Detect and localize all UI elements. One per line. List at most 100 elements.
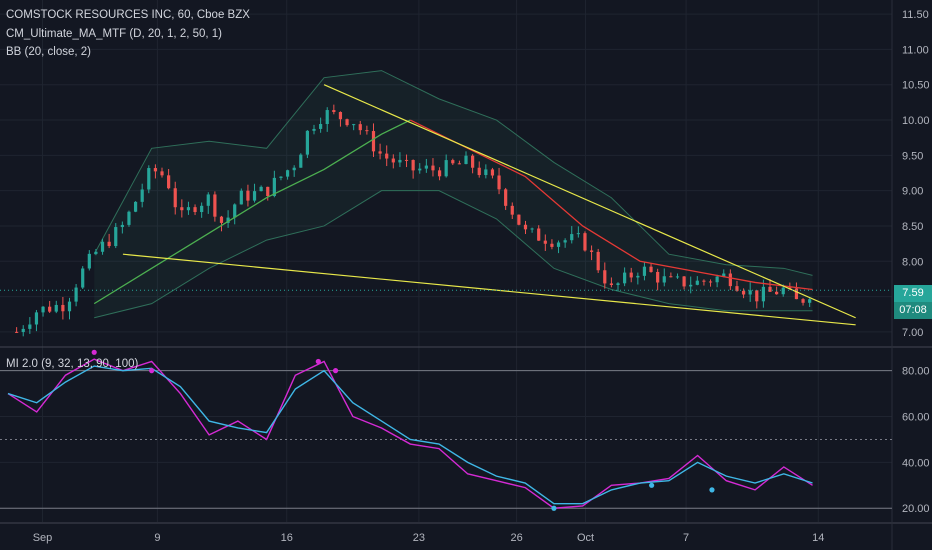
candle-body: [609, 283, 613, 286]
candle-body: [775, 291, 779, 295]
candle-body: [437, 170, 442, 177]
mi-signal-marker: [149, 368, 155, 374]
candle-body: [808, 299, 812, 303]
candle-body: [570, 234, 574, 241]
candle-body: [689, 284, 693, 287]
ma-red-line: [409, 119, 813, 291]
candle-body: [398, 159, 402, 163]
candle-body: [741, 290, 746, 295]
time-axis-tick: 23: [413, 532, 425, 544]
candle-body: [755, 290, 759, 302]
candle-body: [675, 276, 680, 278]
candle-body: [589, 250, 594, 252]
candle-body: [517, 214, 521, 225]
mi-axis-tick: 20.00: [902, 503, 930, 515]
candle-body: [728, 273, 732, 287]
time-axis-tick: Oct: [577, 532, 594, 544]
legend-mi: MI 2.0 (9, 32, 13, 90, 100): [6, 358, 139, 370]
candle-body: [173, 188, 177, 208]
candle-body: [345, 119, 349, 126]
candle-body: [186, 207, 191, 211]
candle-body: [193, 207, 197, 213]
candle-body: [28, 324, 32, 329]
candle-body: [365, 130, 369, 132]
candle-body: [338, 112, 343, 120]
candle-body: [550, 243, 554, 247]
candle-body: [642, 266, 647, 276]
trendline-lower: [122, 253, 856, 326]
last-price-label: 7.59: [894, 285, 932, 302]
candle-body: [100, 241, 105, 252]
candle-body: [279, 176, 283, 178]
candle-body: [682, 276, 686, 287]
candle-body: [252, 191, 257, 201]
price-axis-tick: 9.50: [902, 150, 923, 162]
candle-body: [74, 287, 78, 302]
mi-axis-tick: 60.00: [902, 412, 930, 424]
ma-green-line: [93, 119, 411, 305]
candle-body: [662, 276, 666, 283]
candle-body: [563, 240, 567, 243]
candle-body: [266, 186, 270, 197]
candle-body: [431, 165, 435, 171]
candle-body: [378, 151, 382, 154]
price-axis-tick: 9.00: [902, 186, 923, 198]
candle-body: [404, 159, 409, 161]
price-axis-tick: 7.00: [902, 327, 923, 339]
trendline-upper: [323, 84, 856, 319]
candle-body: [748, 290, 752, 295]
candle-body: [246, 190, 250, 201]
price-axis-tick: 11.00: [902, 44, 929, 56]
candle-body: [371, 131, 376, 152]
candle-body: [54, 304, 58, 312]
price-axis-tick: 10.50: [902, 80, 930, 92]
candle-body: [233, 204, 237, 218]
candle-body: [616, 283, 620, 286]
candle-body: [424, 165, 428, 169]
candle-body: [603, 270, 607, 284]
candle-body: [669, 276, 673, 278]
candle-body: [391, 158, 395, 163]
price-axis-tick: 10.00: [902, 115, 930, 127]
candle-body: [358, 124, 362, 131]
candle-body: [471, 155, 475, 168]
candle-body: [457, 163, 462, 165]
candle-body: [325, 110, 329, 125]
candle-body: [715, 276, 719, 283]
mi-signal-marker: [649, 482, 655, 488]
candle-body: [319, 124, 323, 129]
candle-body: [305, 130, 310, 155]
candle-body: [21, 328, 25, 333]
mi-signal-marker: [315, 358, 321, 365]
candle-body: [48, 306, 52, 312]
price-axis-tick: 11.50: [902, 9, 929, 21]
candle-body: [160, 171, 164, 176]
candle-body: [444, 160, 448, 177]
candle-body: [272, 177, 276, 197]
bollinger-upper: [93, 70, 813, 276]
candle-body: [788, 287, 792, 289]
candle-body: [781, 287, 785, 295]
candle-body: [636, 275, 640, 278]
candle-body: [61, 304, 65, 312]
candle-body: [259, 186, 263, 192]
candle-body: [708, 281, 713, 283]
time-axis-tick: Sep: [33, 532, 53, 544]
time-axis-tick: 9: [154, 532, 160, 544]
price-axis-tick: 8.50: [902, 221, 923, 233]
candle-body: [556, 242, 561, 247]
candle-body: [490, 169, 495, 176]
candle-body: [623, 272, 627, 284]
candle-body: [510, 205, 514, 215]
time-axis-tick: 16: [281, 532, 293, 544]
candle-body: [385, 153, 389, 159]
candle-body: [41, 306, 45, 313]
candle-body: [226, 217, 230, 223]
candle-body: [504, 189, 508, 206]
candle-body: [768, 286, 772, 292]
bollinger-band-fill: [94, 70, 813, 318]
candle-body: [81, 268, 85, 288]
candle-body: [629, 272, 633, 278]
